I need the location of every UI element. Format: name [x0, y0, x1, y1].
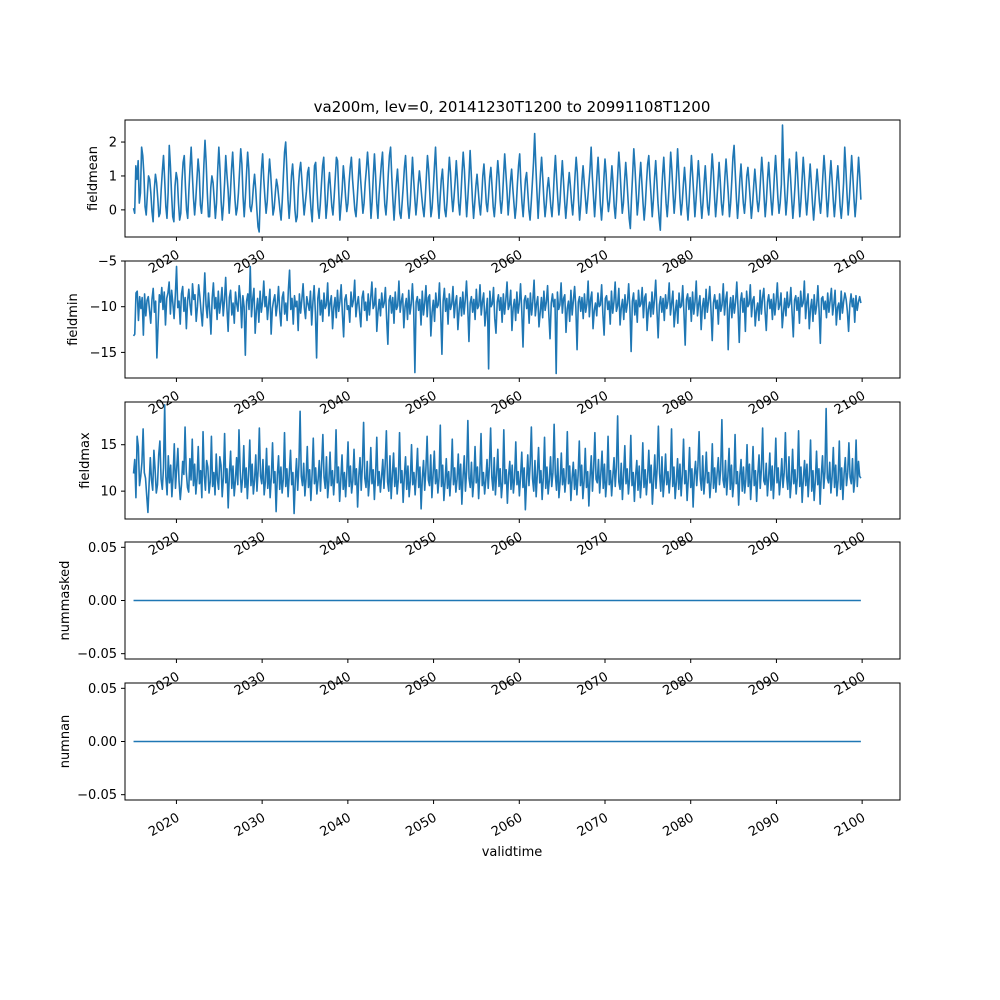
y-tick-label-fieldmean: 2	[109, 136, 117, 151]
y-tick-label-nummasked: −0.05	[77, 647, 117, 662]
y-tick-label-nummasked: 0.00	[88, 594, 117, 609]
chart-title: va200m, lev=0, 20141230T1200 to 20991108…	[314, 98, 711, 116]
y-tick-label-fieldmax: 15	[100, 438, 117, 453]
x-tick-label-numnan: 2030	[232, 810, 268, 840]
series-line-fieldmean	[132, 124, 862, 233]
y-tick-label-fieldmax: 10	[100, 485, 117, 500]
y-axis-label-fieldmax: fieldmax	[78, 432, 93, 489]
axes-frame-fieldmean	[124, 119, 901, 238]
y-tick-label-numnan: −0.05	[77, 788, 117, 803]
y-tick-label-nummasked: 0.05	[88, 541, 117, 556]
series-line-fieldmax	[132, 403, 862, 515]
y-tick-label-fieldmin: −10	[90, 300, 117, 315]
y-tick-label-numnan: 0.00	[88, 735, 117, 750]
y-tick-label-fieldmean: 1	[109, 169, 117, 184]
axes-frame-fieldmax	[124, 401, 901, 520]
y-tick-label-fieldmean: 0	[109, 203, 117, 218]
x-tick-label-numnan: 2080	[661, 810, 697, 840]
y-tick-label-numnan: 0.05	[88, 682, 117, 697]
series-line-fieldmin	[132, 265, 862, 375]
x-tick-label-numnan: 2090	[746, 810, 782, 840]
y-tick-label-fieldmin: −5	[98, 255, 117, 270]
x-tick-label-numnan: 2060	[489, 810, 525, 840]
axes-frame-fieldmin	[124, 260, 901, 379]
x-tick-label-numnan: 2020	[146, 810, 182, 840]
x-tick-label-numnan: 2100	[832, 810, 868, 840]
x-tick-label-numnan: 2040	[318, 810, 354, 840]
x-axis-label: validtime	[482, 845, 543, 860]
y-tick-label-fieldmin: −15	[90, 346, 117, 361]
y-axis-label-fieldmin: fieldmin	[66, 293, 81, 346]
y-axis-label-nummasked: nummasked	[58, 561, 73, 641]
x-tick-label-numnan: 2050	[403, 810, 439, 840]
chart-panels: 0 1 2 fieldmean 2020 2030 2040 2050 2060 2070 2080…	[58, 119, 901, 840]
y-axis-label-fieldmean: fieldmean	[86, 146, 101, 211]
y-axis-label-numnan: numnan	[58, 715, 73, 769]
panel-mask-fieldmax	[124, 402, 901, 519]
x-tick-label-numnan: 2070	[575, 810, 611, 840]
